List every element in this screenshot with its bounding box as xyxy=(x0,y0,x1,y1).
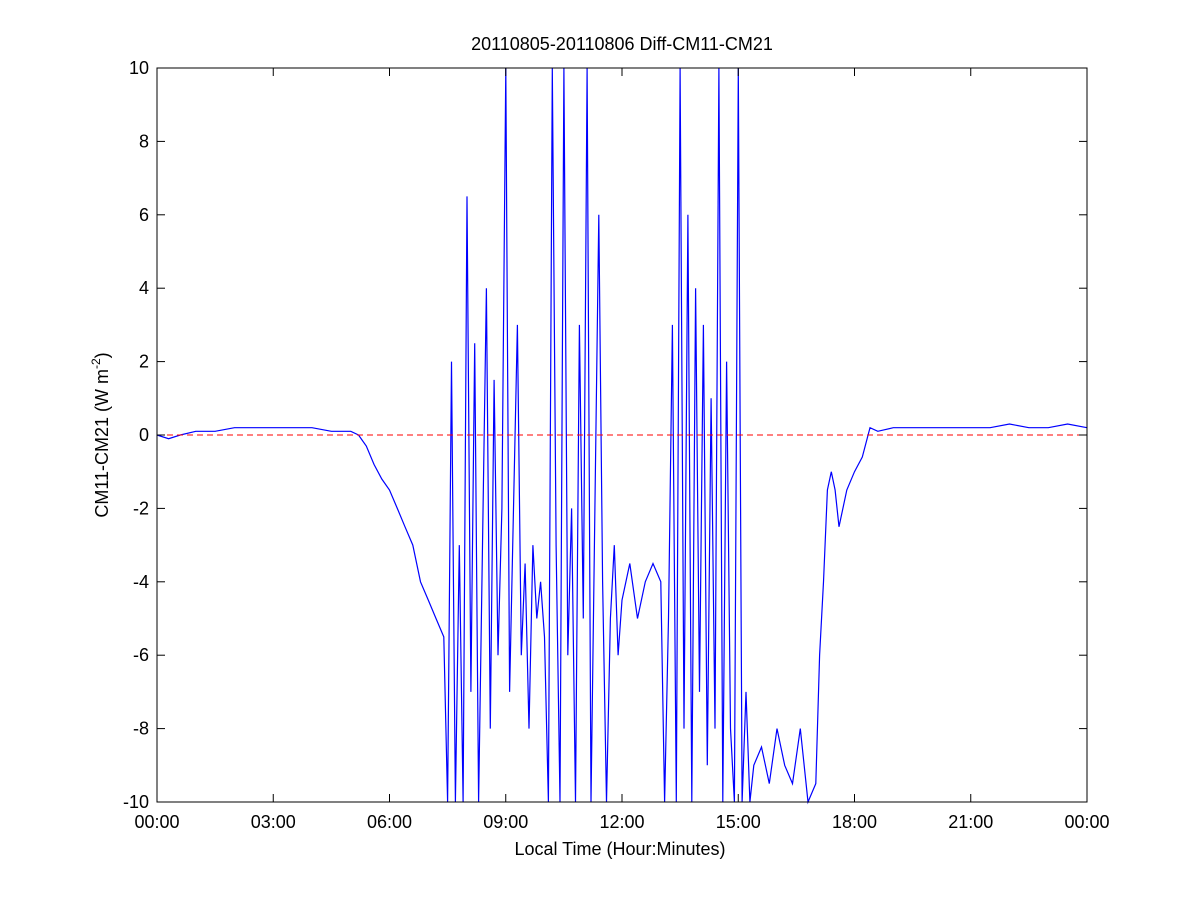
x-axis-label: Local Time (Hour:Minutes) xyxy=(514,839,725,859)
x-tick-label: 00:00 xyxy=(134,812,179,832)
y-tick-label: -10 xyxy=(123,792,149,812)
y-tick-label: 2 xyxy=(139,352,149,372)
chart-title: 20110805-20110806 Diff-CM11-CM21 xyxy=(471,34,773,54)
y-axis-label-superscript: -2 xyxy=(89,358,103,369)
y-tick-label: -6 xyxy=(133,645,149,665)
y-tick-label: 6 xyxy=(139,205,149,225)
y-axis-label: CM11-CM21 (W m-2) xyxy=(89,352,112,517)
y-tick-label: 8 xyxy=(139,131,149,151)
y-axis-label-close: ) xyxy=(92,352,112,358)
ticks-layer: 00:00 03:00 06:00 09:00 12:00 15:00 18:00 21:00… xyxy=(123,58,1110,832)
x-tick-label: 21:00 xyxy=(948,812,993,832)
y-axis-label-main: CM11-CM21 (W m xyxy=(92,369,112,518)
y-tick-label: -2 xyxy=(133,498,149,518)
plot-frame xyxy=(156,67,1088,803)
x-tick-label: 18:00 xyxy=(832,812,877,832)
x-tick-label: 06:00 xyxy=(367,812,412,832)
y-tick-label: 0 xyxy=(139,425,149,445)
y-tick-label: -8 xyxy=(133,719,149,739)
series-layer xyxy=(156,67,1088,805)
y-tick-label: -4 xyxy=(133,572,149,592)
x-tick-label: 09:00 xyxy=(483,812,528,832)
series-line-diff xyxy=(156,67,1088,805)
x-tick-label: 12:00 xyxy=(599,812,644,832)
y-tick-label: 4 xyxy=(139,278,149,298)
x-tick-label: 15:00 xyxy=(716,812,761,832)
x-tick-label: 00:00 xyxy=(1064,812,1109,832)
x-tick-label: 03:00 xyxy=(251,812,296,832)
y-tick-label: 10 xyxy=(129,58,149,78)
